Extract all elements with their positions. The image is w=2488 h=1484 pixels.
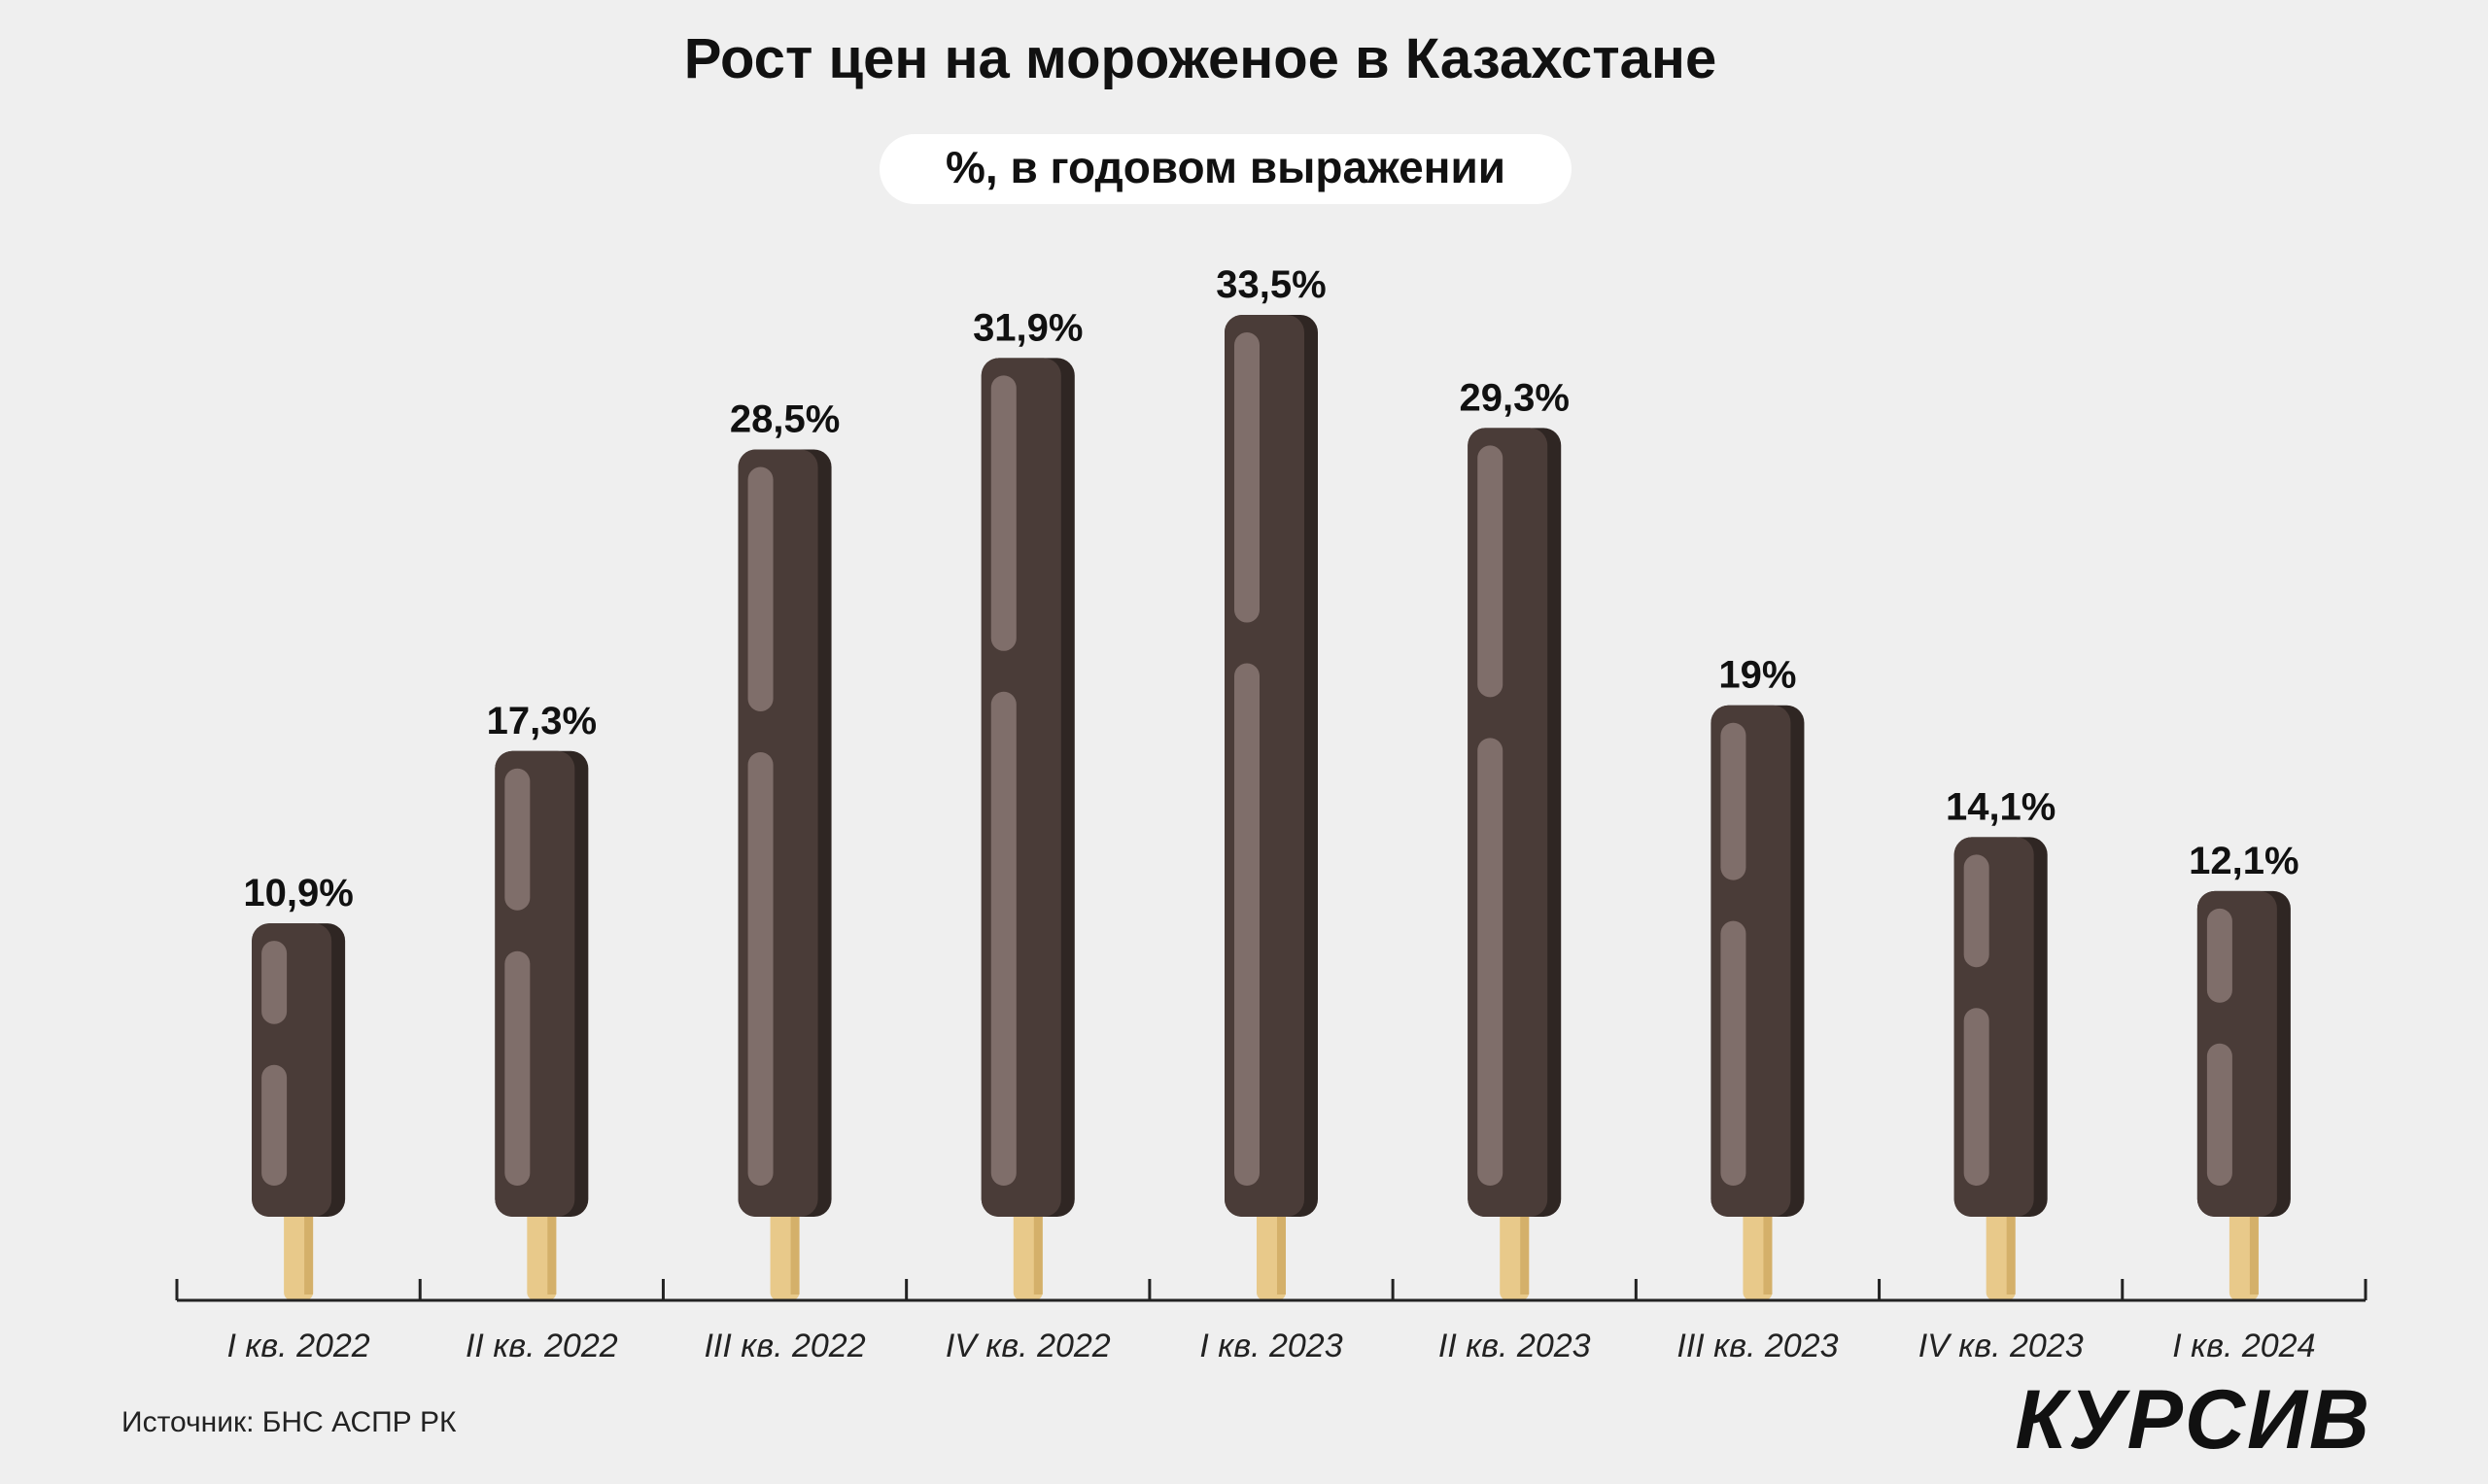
bar-highlight [504, 950, 531, 1186]
bar-highlight [990, 691, 1017, 1186]
bar-highlight [1477, 738, 1503, 1186]
bar-4: 31,9% [973, 306, 1083, 1300]
bar-stick-shade [2249, 1207, 2259, 1294]
x-tick-label: III кв. 2022 [704, 1328, 865, 1364]
bar-value-label: 12,1% [2189, 840, 2298, 882]
bar-1: 10,9% [243, 872, 354, 1300]
bar-9: 12,1% [2189, 840, 2299, 1300]
bar-highlight [261, 1064, 288, 1186]
bar-stick-shade [547, 1207, 557, 1294]
bar-stick-shade [304, 1207, 314, 1294]
bar-highlight [1234, 332, 1260, 623]
kursiv-logo: КУРСИВ [2015, 1373, 2371, 1467]
bar-highlight [1720, 722, 1746, 880]
bar-stick-shade [790, 1207, 800, 1294]
chart-title: Рост цен на мороженое в Казахстане [684, 27, 1716, 90]
bar-highlight [1963, 854, 1989, 968]
x-tick-label: I кв. 2023 [1199, 1328, 1342, 1364]
bar-highlight [990, 375, 1017, 651]
x-tick-label: IV кв. 2022 [946, 1328, 1111, 1364]
bar-highlight [747, 751, 774, 1186]
bar-highlight [1720, 920, 1746, 1186]
bar-2: 17,3% [487, 700, 597, 1300]
bar-highlight [1963, 1008, 1989, 1186]
bar-6: 29,3% [1460, 376, 1570, 1300]
x-tick-label: II кв. 2022 [466, 1328, 618, 1364]
chart-subtitle: %, в годовом выражении [946, 142, 1505, 192]
x-tick-label: II кв. 2023 [1438, 1328, 1591, 1364]
bar-highlight [2206, 1043, 2232, 1186]
source-note: Источник: БНС АСПР РК [121, 1406, 457, 1438]
bars-layer: 10,9% 17,3% 28,5% 31,9% 33,5% 29,3% 19% 14,1% 12… [243, 263, 2299, 1300]
category-labels: I кв. 2022 II кв. 2022 III кв. 2022 IV кв. … [226, 1328, 2315, 1364]
bar-highlight [504, 768, 531, 911]
bar-7: 19% [1710, 654, 1805, 1300]
bar-value-label: 17,3% [487, 700, 597, 742]
bar-highlight [1477, 445, 1503, 698]
bar-3: 28,5% [730, 398, 840, 1300]
bar-value-label: 14,1% [1946, 785, 2056, 828]
bar-value-label: 28,5% [730, 398, 840, 441]
bar-value-label: 33,5% [1216, 263, 1326, 306]
bar-stick-shade [1033, 1207, 1043, 1294]
x-tick-label: I кв. 2022 [226, 1328, 369, 1364]
bar-highlight [2206, 908, 2232, 1003]
bar-highlight [747, 466, 774, 711]
bar-highlight [261, 941, 288, 1024]
bar-highlight [1234, 663, 1260, 1186]
bar-stick-shade [2006, 1207, 2016, 1294]
bar-value-label: 31,9% [973, 306, 1083, 349]
bar-stick-shade [1520, 1207, 1530, 1294]
bar-stick-shade [1763, 1207, 1773, 1294]
subtitle-pill [880, 134, 1572, 204]
x-axis [175, 1279, 2367, 1302]
x-tick-label: IV кв. 2023 [1918, 1328, 2084, 1364]
x-tick-label: III кв. 2023 [1676, 1328, 1838, 1364]
x-tick-label: I кв. 2024 [2172, 1328, 2315, 1364]
bar-value-label: 19% [1718, 654, 1796, 697]
bar-value-label: 10,9% [243, 872, 353, 915]
bar-stick-shade [1277, 1207, 1286, 1294]
bar-8: 14,1% [1946, 785, 2056, 1300]
bar-value-label: 29,3% [1460, 376, 1570, 419]
bar-5: 33,5% [1216, 263, 1327, 1300]
